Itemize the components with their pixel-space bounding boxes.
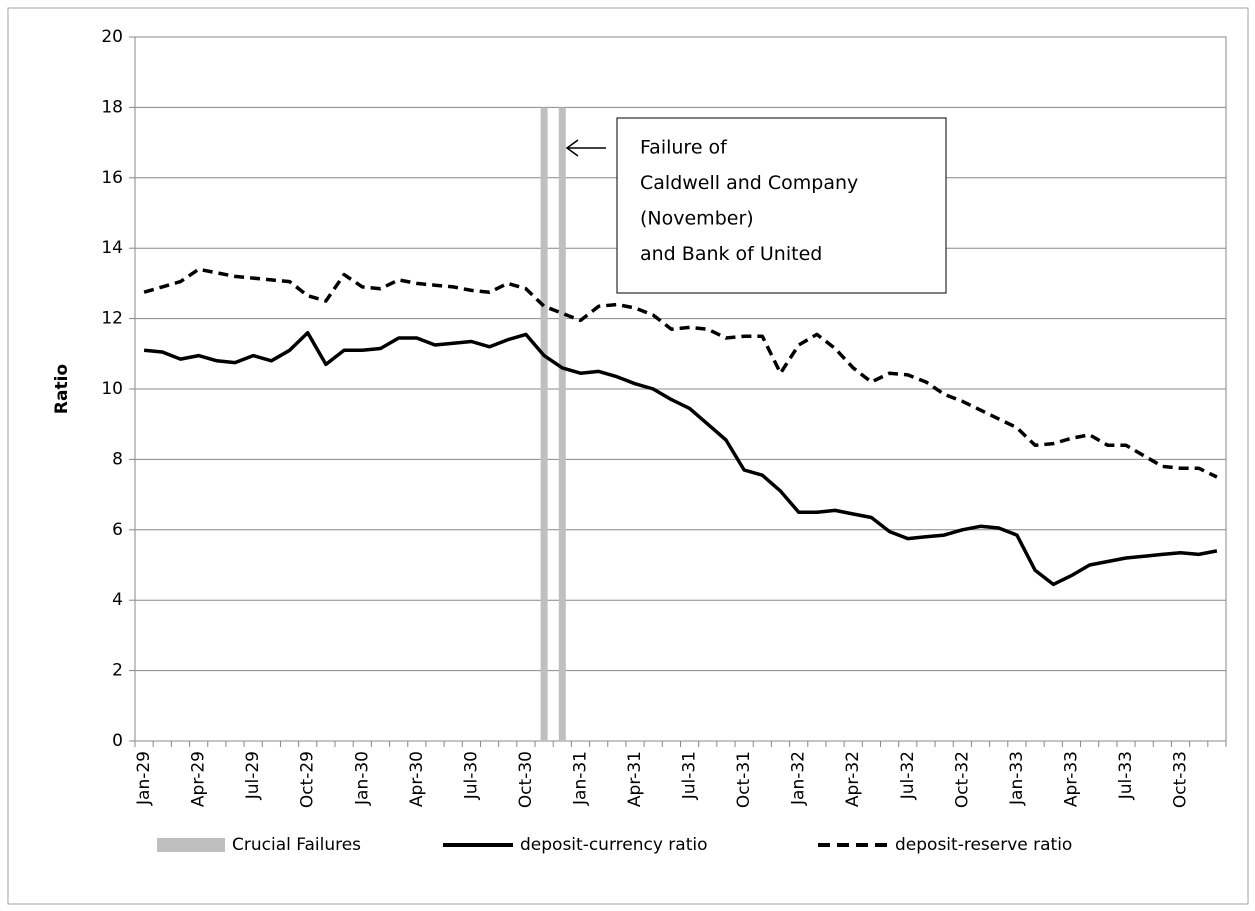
y-tick-label: 18 (101, 97, 123, 117)
x-tick-label: Apr-29 (189, 751, 209, 807)
y-tick-label: 20 (101, 27, 123, 47)
legend-label: Crucial Failures (232, 835, 361, 855)
arrow-head (565, 139, 579, 157)
annotation-box (616, 117, 947, 294)
x-tick-label: Jul-29 (243, 751, 263, 800)
x-tick-label: Jan-30 (352, 751, 372, 806)
x-tick-label: Jul-32 (898, 751, 918, 800)
failure-bar (540, 107, 548, 741)
legend-swatch (157, 838, 225, 852)
y-tick-label: 2 (112, 661, 123, 681)
x-tick-label: Apr-33 (1061, 751, 1081, 807)
y-tick-label: 12 (101, 309, 123, 329)
series-line (143, 330, 1218, 587)
x-tick-label: Apr-31 (625, 751, 645, 807)
y-tick-label: 10 (101, 379, 123, 399)
x-tick-label: Jul-33 (1116, 751, 1136, 800)
x-tick-label: Oct-29 (298, 751, 318, 808)
series-line (143, 267, 1218, 479)
annotation-text: (November) (640, 208, 754, 230)
x-tick-label: Jan-31 (570, 751, 590, 806)
y-tick-label: 0 (112, 731, 123, 751)
x-tick-label: Apr-32 (843, 751, 863, 807)
y-tick-label: 8 (112, 449, 123, 469)
x-tick-label: Oct-32 (952, 751, 972, 808)
annotation-text: and Bank of United (640, 243, 822, 265)
legend-label: deposit-currency ratio (520, 835, 708, 855)
x-tick-label: Oct-31 (734, 751, 754, 808)
failure-bar (558, 107, 566, 741)
x-tick-label: Oct-30 (516, 751, 536, 808)
y-tick-label: 16 (101, 168, 123, 188)
x-tick-label: Jul-31 (680, 751, 700, 800)
x-tick-label: Jan-32 (789, 751, 809, 806)
y-tick-label: 6 (112, 520, 123, 540)
y-axis-label: Ratio (52, 364, 72, 414)
x-tick-label: Apr-30 (407, 751, 427, 807)
y-tick-label: 14 (101, 238, 123, 258)
x-tick-label: Jan-29 (134, 751, 154, 806)
annotation: Failure of Caldwell and Company (November)… (565, 117, 947, 294)
annotation-text: Failure of (640, 137, 728, 159)
legend-label: deposit-reserve ratio (895, 835, 1072, 855)
annotation-text: Caldwell and Company (640, 172, 858, 194)
x-tick-label: Oct-33 (1171, 751, 1191, 808)
x-tick-label: Jul-30 (461, 751, 481, 800)
x-tick-label: Jan-33 (1007, 751, 1027, 806)
y-tick-label: 4 (112, 590, 123, 610)
